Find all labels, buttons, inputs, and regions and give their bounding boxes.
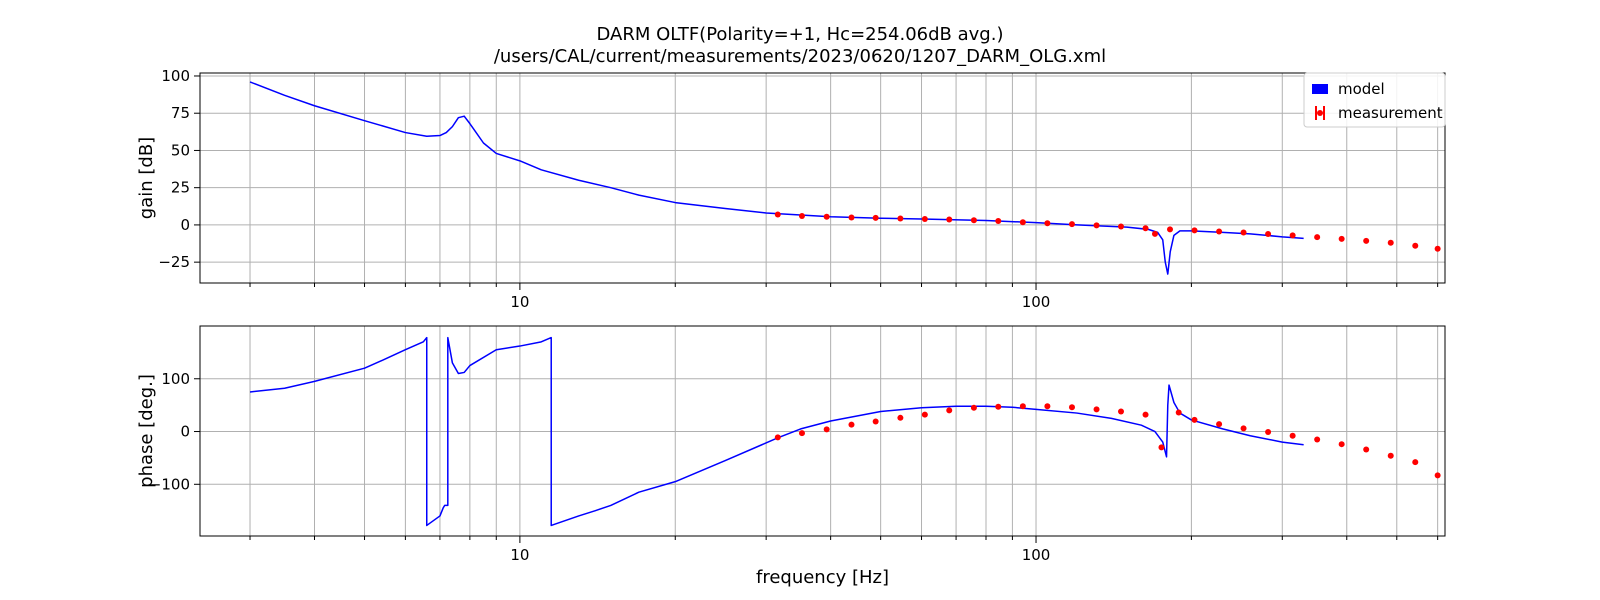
phase-x-tick-label: 100 (1022, 546, 1051, 564)
phase-measurement-point (897, 414, 904, 421)
gain-measurement-point (872, 214, 879, 221)
phase-measurement-point (946, 407, 953, 414)
phase-measurement-point (1068, 404, 1075, 411)
gain-y-tick-label: 0 (180, 216, 190, 234)
phase-x-tick-label: 10 (510, 546, 529, 564)
gain-measurement-point (1265, 231, 1272, 237)
phase-y-tick-label: 100 (161, 370, 190, 388)
gain-y-tick-label: 25 (171, 179, 190, 197)
phase-measurement-point (1434, 472, 1441, 479)
x-axis-label: frequency [Hz] (756, 567, 889, 588)
gain-measurement-point (1093, 222, 1100, 229)
phase-data (249, 336, 1441, 527)
gain-measurement-point (823, 213, 830, 220)
legend-model-swatch (1312, 84, 1328, 94)
gain-measurement-point (1019, 219, 1026, 226)
gain-measurement-point (848, 214, 855, 221)
phase-measurement-point (798, 430, 805, 437)
phase-measurement-point (1314, 436, 1321, 443)
phase-measurement-point (995, 403, 1002, 410)
phase-measurement-point (970, 404, 977, 411)
gain-measurement-point (921, 215, 928, 222)
gain-measurement-point (1434, 245, 1441, 252)
phase-y-tick-label: 0 (180, 423, 190, 441)
phase-measurement-point (1158, 444, 1165, 451)
phase-measurement-point (921, 411, 928, 418)
gain-measurement-point (897, 215, 904, 222)
phase-measurement-point (1118, 408, 1125, 415)
legend-box (1303, 72, 1446, 128)
gain-measurement-point (1387, 239, 1394, 246)
gain-measurement-point (798, 212, 805, 219)
phase-measurement-point (1216, 421, 1223, 428)
gain-x-tick-label: 100 (1022, 293, 1051, 311)
phase-measurement-point (1289, 432, 1296, 439)
chart-title: DARM OLTF(Polarity=+1, Hc=254.06dB avg.) (596, 24, 1004, 45)
gain-measurement-point (1314, 234, 1321, 241)
gain-grid (200, 73, 1445, 290)
phase-measurement-point (1240, 425, 1247, 432)
phase-grid (200, 326, 1445, 543)
phase-measurement-point (1142, 411, 1149, 418)
gain-measurement-point (1142, 225, 1149, 232)
gain-measurement-point (1289, 232, 1296, 239)
phase-y-axis-label: phase [deg.] (136, 374, 157, 488)
gain-measurement-point (946, 216, 953, 223)
gain-measurement-point (1044, 220, 1051, 227)
gain-y-axis-label: gain [dB] (136, 137, 157, 219)
gain-y-tick-label: 100 (161, 67, 190, 85)
gain-model-line (249, 81, 1304, 275)
chart-subtitle: /users/CAL/current/measurements/2023/062… (493, 46, 1107, 67)
legend-measurement-marker (1317, 110, 1323, 116)
gain-measurement-point (1068, 221, 1075, 228)
phase-measurement-point (1363, 446, 1370, 453)
gain-measurement-point (1338, 235, 1345, 242)
gain-y-tick-label: 75 (171, 104, 190, 122)
gain-measurement-point (995, 218, 1002, 225)
phase-measurement-point (1019, 403, 1026, 410)
phase-axes-frame (199, 325, 1446, 537)
gain-data (249, 81, 1441, 275)
gain-measurement-point (970, 217, 977, 224)
gain-measurement-point (774, 211, 781, 218)
legend-label: model (1338, 80, 1385, 98)
phase-measurement-point (823, 426, 830, 433)
phase-model-line (249, 336, 1304, 527)
legend: model measurement (1303, 72, 1446, 128)
gain-measurement-point (1412, 242, 1419, 249)
phase-measurement-point (848, 421, 855, 428)
legend-label: measurement (1338, 104, 1443, 122)
gain-x-tick-label: 10 (510, 293, 529, 311)
gain-measurement-point (1191, 227, 1198, 234)
phase-measurement-point (1191, 416, 1198, 423)
phase-measurement-point (774, 434, 781, 441)
gain-measurement-point (1151, 230, 1158, 237)
gain-y-tick-label: −25 (158, 253, 190, 271)
gain-measurement-point (1363, 237, 1370, 244)
gain-panel: 100 75 50 25 0 −25 10 100 gain [dB] (136, 67, 1446, 311)
gain-y-tick-label: 50 (171, 141, 190, 159)
phase-measurement-point (1265, 429, 1272, 436)
phase-measurement-point (1093, 406, 1100, 413)
gain-measurement-point (1118, 223, 1125, 230)
phase-measurement-point (872, 418, 879, 425)
phase-measurement-point (1338, 441, 1345, 448)
phase-measurement-point (1175, 409, 1182, 416)
phase-y-tick-label: −100 (149, 475, 190, 493)
gain-measurement-point (1216, 228, 1223, 235)
phase-measurement-point (1044, 403, 1051, 410)
phase-measurement-point (1412, 459, 1419, 466)
gain-measurement-point (1240, 229, 1247, 236)
phase-measurement-point (1387, 452, 1394, 459)
gain-measurement-point (1167, 226, 1174, 233)
gain-axes-frame (199, 72, 1446, 284)
